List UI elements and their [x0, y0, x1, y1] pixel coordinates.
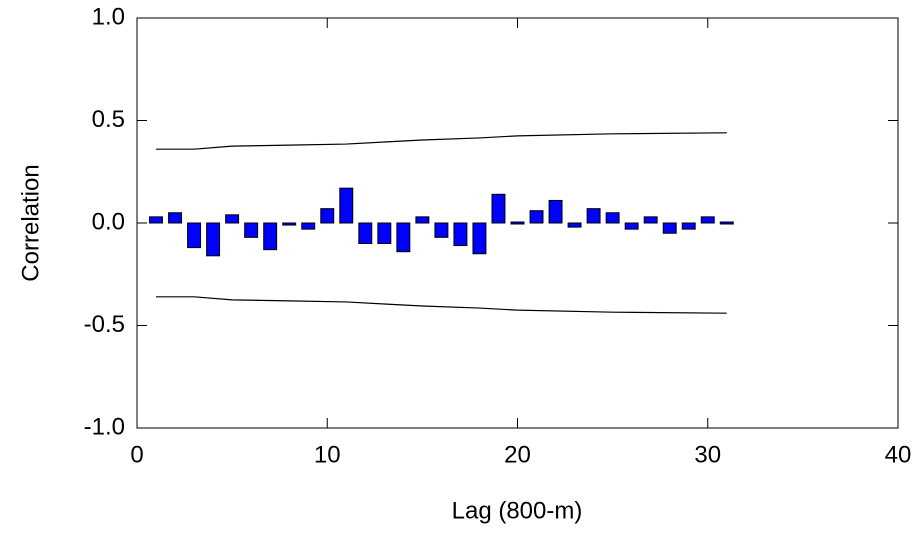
bar: [529, 210, 544, 224]
x-tick-label: 40: [885, 441, 912, 468]
bar: [453, 222, 468, 247]
bar: [700, 216, 715, 224]
bar: [225, 214, 240, 224]
bar: [187, 222, 202, 249]
bar: [206, 222, 221, 257]
bar: [396, 222, 411, 253]
bar: [263, 222, 278, 251]
bar: [510, 221, 525, 225]
bar: [377, 222, 392, 244]
bar: [662, 222, 677, 234]
confidence-line: [156, 296, 727, 314]
bar: [434, 222, 449, 238]
x-tick-label: 20: [504, 441, 531, 468]
x-tick-label: 10: [314, 441, 341, 468]
bar: [244, 222, 259, 238]
bar: [624, 222, 639, 230]
bar: [605, 212, 620, 224]
bar: [301, 222, 316, 230]
bar: [719, 221, 734, 225]
bar: [168, 212, 183, 224]
bar: [548, 199, 563, 224]
confidence-line: [156, 132, 727, 150]
y-tick-label: 1.0: [92, 3, 125, 30]
bar: [149, 216, 163, 224]
x-axis-label: Lag (800-m): [452, 497, 583, 524]
y-tick-label: 0.5: [92, 106, 125, 133]
y-tick-label: -1.0: [84, 413, 125, 440]
bar: [339, 187, 354, 224]
y-axis-label: Correlation: [17, 164, 44, 281]
x-tick-label: 30: [694, 441, 721, 468]
bar: [567, 222, 582, 228]
y-tick-label: 0.0: [92, 208, 125, 235]
bar: [358, 222, 373, 244]
bar: [415, 216, 430, 224]
bar: [643, 216, 658, 224]
bar: [586, 208, 601, 224]
bar: [320, 208, 335, 224]
bar: [681, 222, 696, 230]
bar: [282, 222, 297, 226]
bar: [491, 193, 506, 224]
x-tick-label: 0: [130, 441, 143, 468]
y-tick-label: -0.5: [84, 311, 125, 338]
bar: [472, 222, 487, 255]
